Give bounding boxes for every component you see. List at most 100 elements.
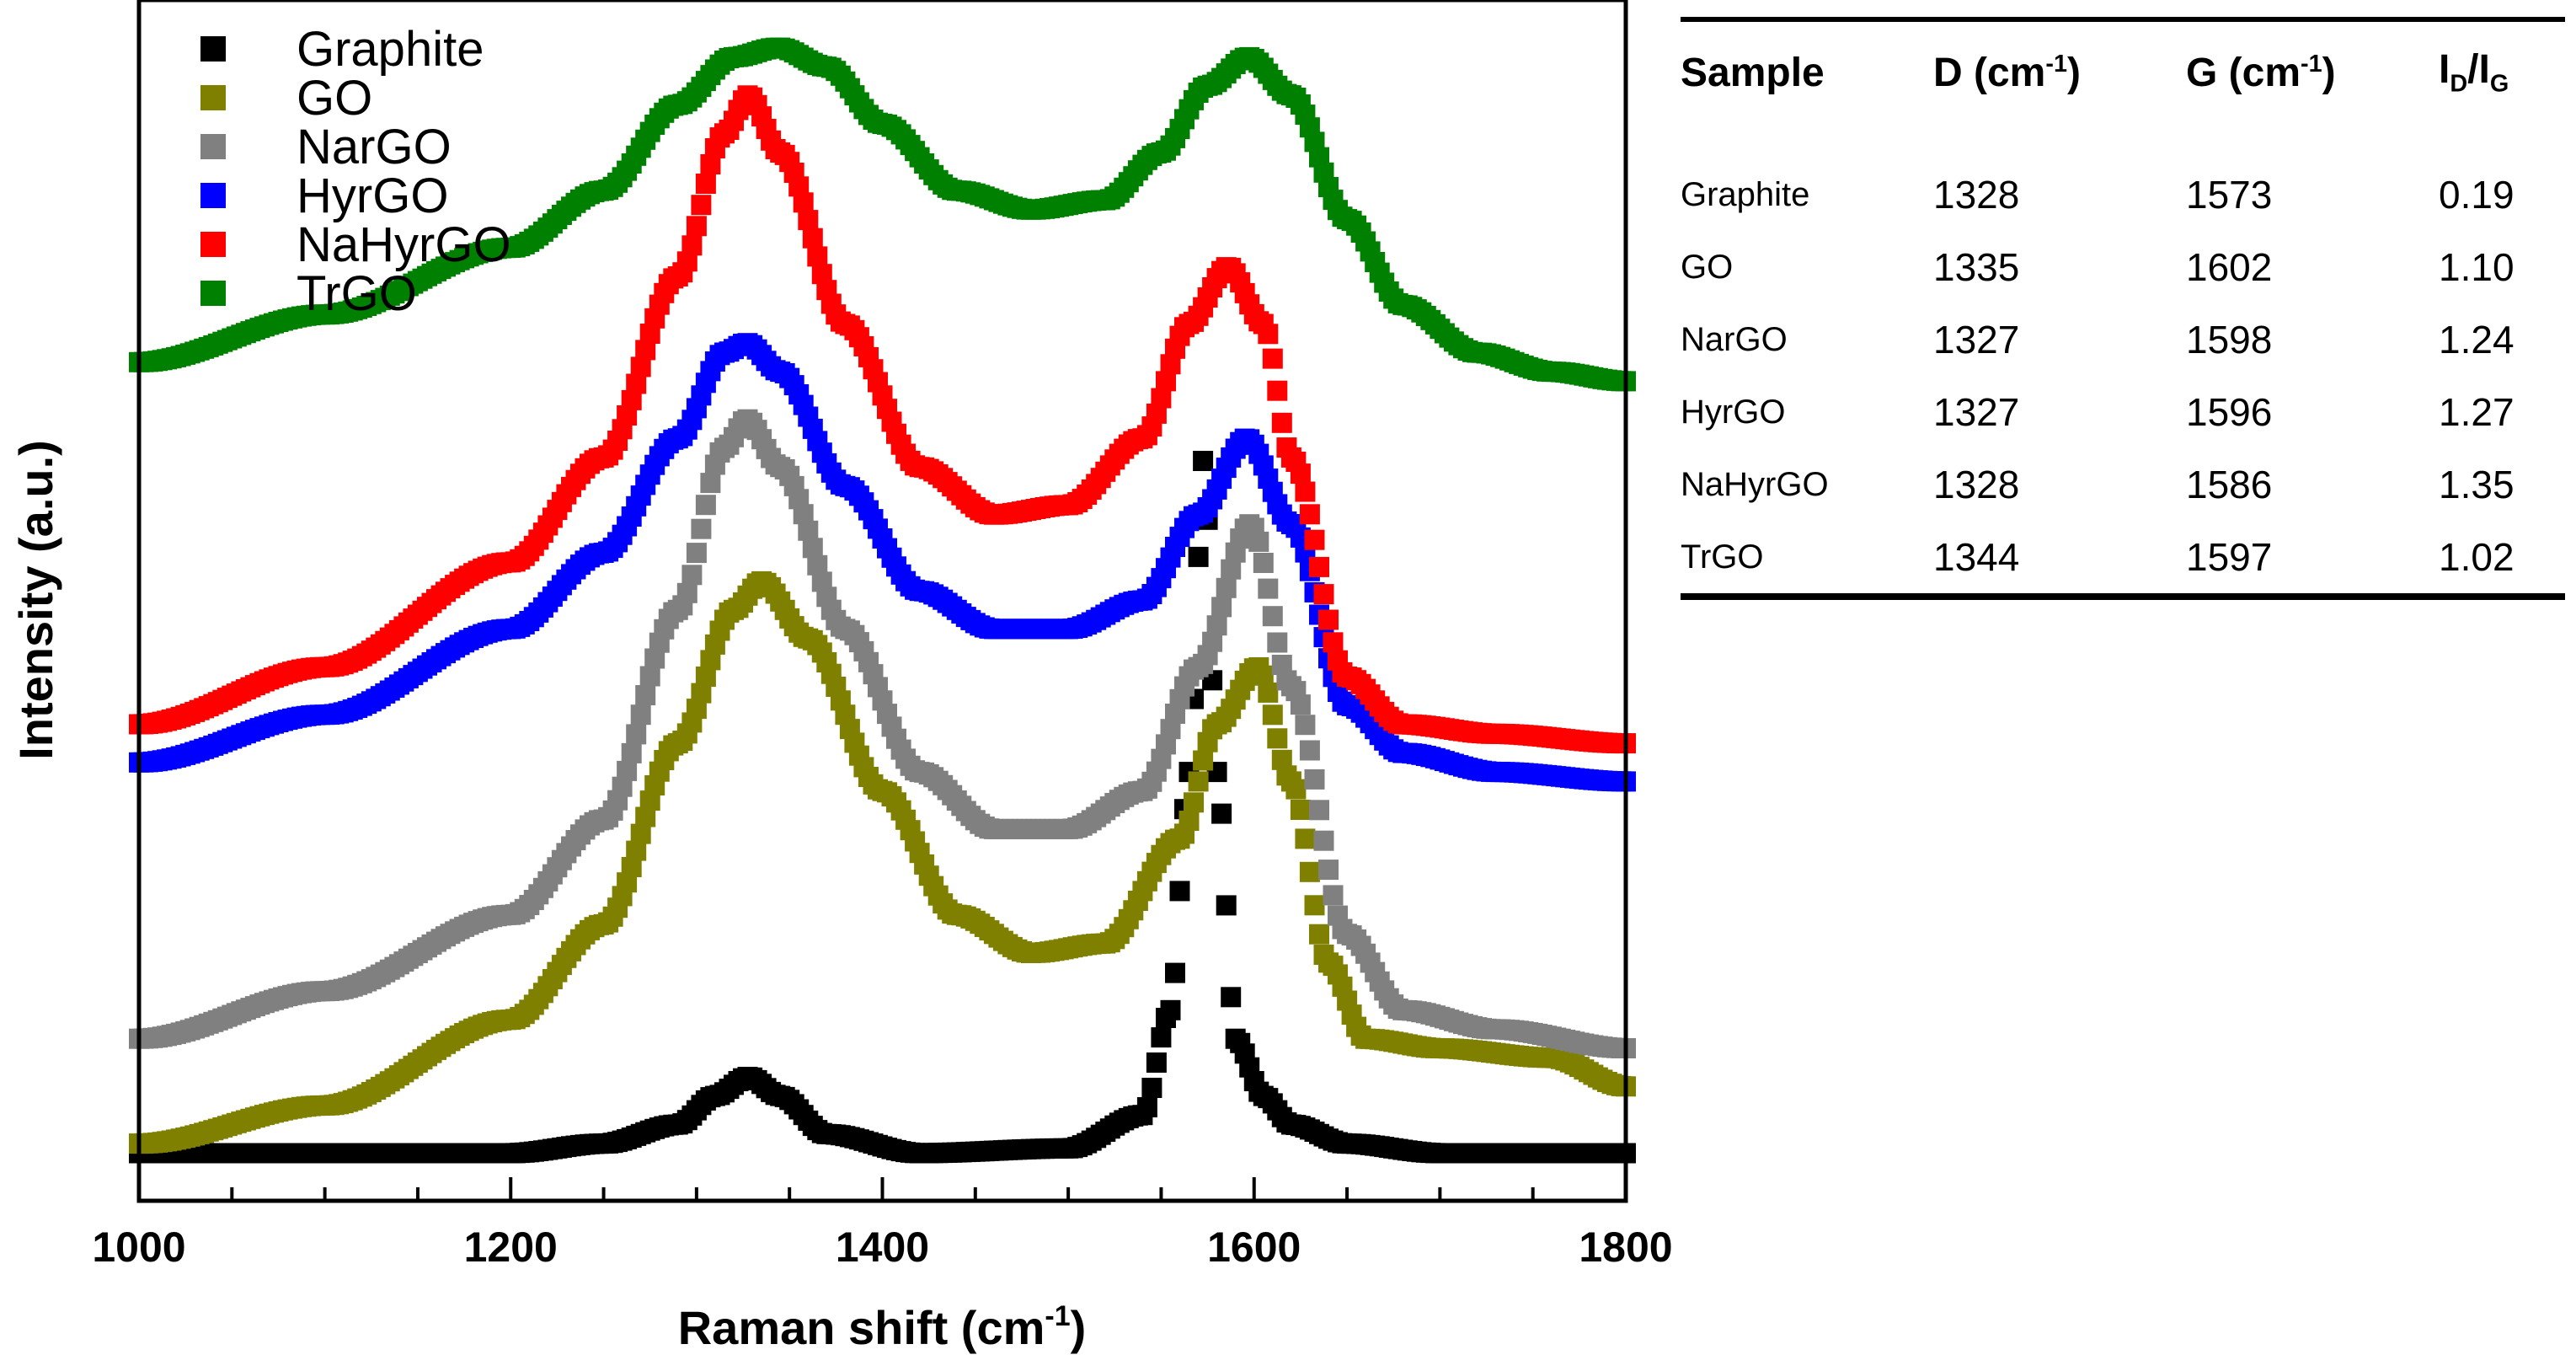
data-point (1211, 597, 1232, 618)
data-point (1262, 606, 1283, 627)
data-point (1253, 553, 1274, 573)
cell-g: 1602 (2186, 245, 2273, 289)
legend-label: TrGO (297, 266, 417, 321)
data-point (639, 666, 660, 687)
data-point (1221, 987, 1242, 1008)
data-point (1151, 1027, 1172, 1048)
cell-d: 1344 (1933, 535, 2020, 579)
header-ratio: ID/IG (2439, 47, 2509, 98)
data-point (1188, 771, 1209, 792)
data-point (1146, 1052, 1167, 1073)
data-point (1285, 779, 1307, 800)
legend-swatch (200, 85, 226, 110)
data-point (1309, 556, 1329, 577)
cell-g: 1573 (2186, 173, 2273, 217)
data-point (1304, 769, 1325, 790)
cell-ratio: 1.35 (2439, 463, 2515, 506)
data-point (1193, 750, 1214, 771)
data-point (798, 210, 819, 231)
series-graphite (129, 451, 1636, 1164)
data-point (1178, 811, 1200, 831)
data-point (1290, 800, 1311, 820)
cell-d: 1328 (1933, 173, 2020, 217)
cell-sample: Graphite (1681, 175, 1810, 213)
legend-label: HyrGO (297, 169, 448, 223)
series-layer (129, 37, 1636, 1164)
x-ticks (137, 1177, 1627, 1201)
cell-g: 1596 (2186, 390, 2273, 434)
table-row: GO 1335 1602 1.10 (1681, 231, 2565, 303)
legend-label: Graphite (297, 22, 484, 77)
table-row: NaHyrGO 1328 1586 1.35 (1681, 448, 2565, 521)
cell-d: 1327 (1933, 390, 2020, 434)
cell-d: 1327 (1933, 318, 2020, 361)
table-row: Graphite 1328 1573 0.19 (1681, 158, 2565, 231)
data-point (1309, 800, 1329, 821)
cell-ratio: 1.10 (2439, 245, 2515, 289)
cell-g: 1586 (2186, 463, 2273, 506)
header-g-band: G (cm-1) (2186, 50, 2336, 95)
legend-swatch (200, 134, 226, 159)
data-point (1188, 546, 1209, 567)
series-go (129, 570, 1636, 1154)
cell-sample: NarGO (1681, 320, 1788, 358)
data-point (691, 195, 712, 216)
data-point (1151, 388, 1172, 409)
cell-ratio: 0.19 (2439, 173, 2515, 217)
data-point (695, 174, 716, 194)
data-point (1211, 803, 1232, 824)
data-point (1304, 895, 1325, 916)
data-point (681, 235, 703, 256)
peak-summary-table: Sample D (cm-1) G (cm-1) ID/IG Graphite … (1681, 17, 2565, 600)
header-sample: Sample (1681, 50, 1825, 95)
data-point (1299, 861, 1320, 882)
data-point (1258, 578, 1279, 599)
data-point (681, 565, 703, 586)
data-point (1323, 885, 1344, 906)
table-row: TrGO 1344 1597 1.02 (1681, 521, 2565, 593)
table-row: HyrGO 1327 1596 1.27 (1681, 376, 2565, 448)
cell-ratio: 1.24 (2439, 318, 2515, 361)
table-top-rule (1681, 17, 2565, 22)
data-point (1323, 632, 1344, 653)
data-point (1248, 531, 1269, 552)
data-point (1216, 895, 1237, 916)
cell-ratio: 1.02 (2439, 535, 2515, 579)
header-d-band: D (cm-1) (1933, 50, 2081, 95)
cell-sample: GO (1681, 248, 1734, 286)
data-point (686, 543, 707, 564)
legend-swatch (200, 281, 226, 306)
cell-sample: NaHyrGO (1681, 465, 1829, 503)
legend-swatch (200, 183, 226, 208)
data-point (1267, 728, 1288, 749)
x-tick-label: 1600 (1207, 1224, 1301, 1271)
data-point (1184, 792, 1204, 813)
data-point (1318, 860, 1339, 881)
cell-g: 1598 (2186, 318, 2273, 361)
data-point (1258, 682, 1279, 703)
data-point (1295, 481, 1316, 502)
data-point (621, 742, 642, 763)
data-point (695, 495, 716, 516)
legend-label: NaHyrGO (297, 217, 511, 272)
legend-swatch (200, 232, 226, 257)
data-point (1271, 412, 1292, 433)
table-bottom-rule (1681, 593, 2565, 600)
data-point (1156, 371, 1176, 392)
data-point (1160, 999, 1181, 1020)
data-point (635, 685, 656, 705)
data-point (1141, 1078, 1162, 1098)
data-point (1165, 962, 1185, 983)
legend-label: GO (297, 71, 372, 126)
cell-sample: TrGO (1681, 538, 1764, 576)
series-nahyrgo (129, 85, 1636, 754)
x-tick-label: 1400 (836, 1224, 929, 1271)
data-point (1313, 830, 1334, 851)
series-trgo (129, 37, 1636, 392)
data-point (1267, 380, 1288, 401)
x-tick-label: 1800 (1579, 1224, 1672, 1271)
data-point (1295, 828, 1316, 849)
data-point (1290, 463, 1311, 485)
